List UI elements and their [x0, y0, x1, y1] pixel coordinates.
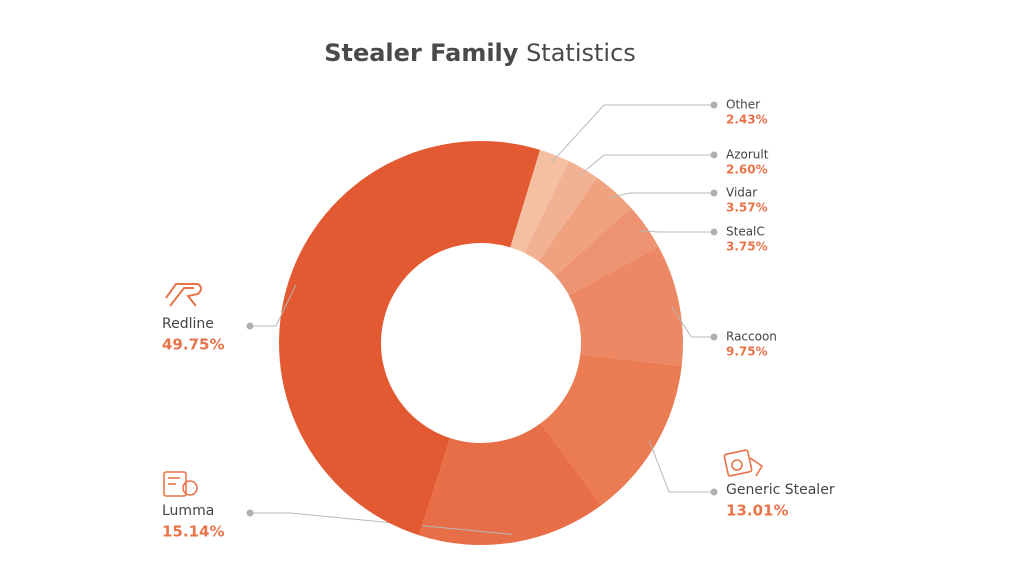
donut-slice [418, 423, 602, 545]
generic-stealer-icon [723, 449, 764, 477]
value-label: 13.01% [726, 502, 788, 520]
leader-dot [710, 189, 718, 197]
leader-line [609, 192, 714, 199]
title-bold: Stealer Family [324, 39, 519, 67]
value-label: 3.75% [726, 240, 768, 254]
category-label: Redline [162, 316, 214, 332]
donut-slice [524, 161, 598, 262]
donut-slice [510, 149, 569, 253]
redline-icon [165, 283, 202, 307]
category-label: Vidar [726, 186, 757, 200]
leader-dot [710, 151, 718, 159]
leader-line [648, 439, 714, 493]
category-label: Lumma [162, 503, 214, 519]
leader-line [639, 230, 714, 233]
category-label: Azorult [726, 148, 769, 162]
value-label: 3.57% [726, 201, 768, 215]
leader-dot [710, 228, 718, 236]
category-label: Raccoon [726, 330, 777, 344]
category-label: StealC [726, 225, 765, 239]
donut-slice [568, 246, 683, 367]
leader-dot [710, 333, 718, 341]
donut-slice [555, 207, 659, 296]
value-label: 2.60% [726, 163, 768, 177]
category-label: Other [726, 98, 760, 112]
leader-line [578, 154, 714, 177]
category-label: Generic Stealer [726, 482, 835, 498]
leader-line [250, 512, 513, 535]
chart-title: Stealer Family Statistics [324, 39, 636, 67]
leader-dot [710, 488, 718, 496]
leader-line [671, 305, 714, 338]
donut-slice [540, 354, 682, 506]
value-label: 2.43% [726, 113, 768, 127]
leader-dot [710, 101, 718, 109]
leader-line [551, 104, 714, 163]
title-regular: Statistics [526, 39, 636, 67]
leader-line [250, 284, 297, 327]
lumma-icon [163, 471, 198, 497]
value-label: 49.75% [162, 336, 224, 354]
donut-slice [279, 141, 541, 536]
value-label: 15.14% [162, 523, 224, 541]
value-label: 9.75% [726, 345, 768, 359]
donut-slice [538, 177, 632, 277]
leader-dot [246, 322, 254, 330]
leader-dot [246, 509, 254, 517]
